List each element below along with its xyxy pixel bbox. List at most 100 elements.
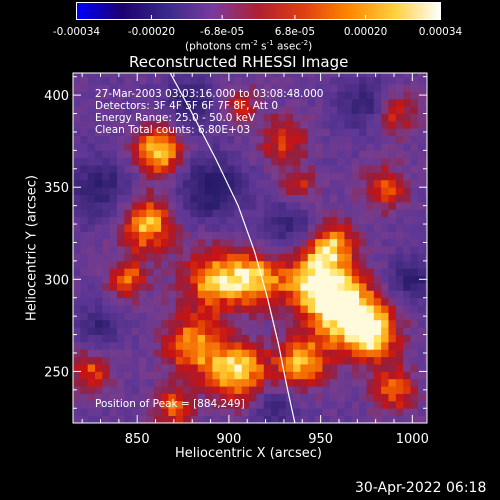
heatmap-cell bbox=[256, 194, 265, 203]
heatmap-cell bbox=[285, 327, 294, 335]
heatmap-cell bbox=[337, 73, 345, 78]
heatmap-cell bbox=[256, 157, 265, 166]
heatmap-cell bbox=[241, 194, 250, 203]
heatmap-cell bbox=[234, 187, 243, 195]
heatmap-cell bbox=[410, 400, 419, 409]
heatmap-cell bbox=[80, 386, 89, 394]
heatmap-cell bbox=[183, 305, 191, 313]
heatmap-cell bbox=[366, 246, 375, 254]
heatmap-cell bbox=[359, 179, 367, 188]
heatmap-cell bbox=[329, 400, 338, 409]
heatmap-cell bbox=[117, 150, 125, 159]
heatmap-cell bbox=[190, 349, 199, 358]
heatmap-cell bbox=[190, 76, 199, 85]
heatmap-cell bbox=[410, 172, 419, 181]
heatmap-cell bbox=[278, 260, 287, 269]
heatmap-cell bbox=[366, 157, 375, 166]
heatmap-cell bbox=[249, 194, 257, 203]
heatmap-cell bbox=[388, 349, 397, 358]
heatmap-cell bbox=[403, 73, 411, 78]
heatmap-cell bbox=[388, 120, 397, 129]
heatmap-cell bbox=[403, 356, 411, 365]
heatmap-cell bbox=[205, 400, 213, 409]
heatmap-cell bbox=[278, 143, 287, 151]
heatmap-cell bbox=[366, 415, 375, 423]
heatmap-cell bbox=[278, 179, 287, 188]
heatmap-cell bbox=[300, 165, 309, 173]
heatmap-cell bbox=[241, 165, 250, 173]
heatmap-cell bbox=[278, 378, 287, 387]
heatmap-cell bbox=[425, 253, 427, 262]
heatmap-cell bbox=[300, 91, 309, 100]
heatmap-cell bbox=[124, 319, 133, 328]
heatmap-cell bbox=[337, 91, 345, 100]
heatmap-cell bbox=[153, 415, 162, 423]
heatmap-cell bbox=[190, 253, 199, 262]
heatmap-cell bbox=[293, 165, 301, 173]
heatmap-cell bbox=[263, 172, 272, 181]
heatmap-cell bbox=[205, 73, 213, 78]
heatmap-cell bbox=[351, 305, 360, 313]
heatmap-cell bbox=[153, 341, 162, 350]
heatmap-cell bbox=[278, 98, 287, 107]
heatmap-cell bbox=[131, 73, 140, 78]
heatmap-cell bbox=[153, 305, 162, 313]
heatmap-cell bbox=[315, 224, 323, 232]
heatmap-cell bbox=[373, 73, 382, 78]
heatmap-cell bbox=[417, 194, 426, 203]
heatmap-cell bbox=[337, 386, 345, 394]
heatmap-cell bbox=[300, 364, 309, 372]
heatmap-cell bbox=[381, 327, 389, 335]
heatmap-cell bbox=[102, 268, 111, 277]
heatmap-cell bbox=[249, 238, 257, 247]
heatmap-cell bbox=[271, 106, 279, 114]
heatmap-cell bbox=[117, 73, 125, 78]
heatmap-cell bbox=[381, 393, 389, 402]
heatmap-cell bbox=[395, 319, 404, 328]
heatmap-cell bbox=[197, 356, 206, 365]
heatmap-cell bbox=[403, 91, 411, 100]
heatmap-cell bbox=[300, 231, 309, 240]
heatmap-cell bbox=[417, 216, 426, 225]
heatmap-cell bbox=[285, 165, 294, 173]
heatmap-cell bbox=[359, 187, 367, 195]
heatmap-cell bbox=[403, 187, 411, 195]
heatmap-cell bbox=[117, 268, 125, 277]
heatmap-cell bbox=[117, 312, 125, 321]
heatmap-cell bbox=[168, 113, 177, 122]
heatmap-cell bbox=[190, 128, 199, 137]
heatmap-cell bbox=[102, 386, 111, 394]
heatmap-cell bbox=[161, 135, 169, 144]
heatmap-cell bbox=[256, 187, 265, 195]
heatmap-cell bbox=[300, 334, 309, 343]
heatmap-cell bbox=[315, 194, 323, 203]
heatmap-cell bbox=[124, 400, 133, 409]
x-tick-label: 1000 bbox=[396, 432, 429, 447]
heatmap-cell bbox=[161, 327, 169, 335]
heatmap-cell bbox=[381, 135, 389, 144]
heatmap-cell bbox=[373, 283, 382, 291]
heatmap-cell bbox=[344, 150, 353, 159]
heatmap-cell bbox=[131, 253, 140, 262]
heatmap-cell bbox=[388, 246, 397, 254]
heatmap-cell bbox=[205, 290, 213, 299]
heatmap-cell bbox=[329, 209, 338, 218]
heatmap-cell bbox=[395, 194, 404, 203]
heatmap-cell bbox=[388, 305, 397, 313]
heatmap-cell bbox=[337, 349, 345, 358]
heatmap-cell bbox=[300, 246, 309, 254]
heatmap-cell bbox=[359, 334, 367, 343]
heatmap-cell bbox=[425, 224, 427, 232]
heatmap-cell bbox=[190, 341, 199, 350]
colorbar-tick-label: -0.00020 bbox=[127, 26, 176, 38]
heatmap-cell bbox=[359, 275, 367, 284]
heatmap-cell bbox=[366, 135, 375, 144]
heatmap-cell bbox=[271, 91, 279, 100]
heatmap-cell bbox=[403, 84, 411, 92]
heatmap-cell bbox=[315, 415, 323, 423]
heatmap-cell bbox=[117, 260, 125, 269]
heatmap-cell bbox=[73, 187, 81, 195]
heatmap-cell bbox=[139, 334, 147, 343]
heatmap-cell bbox=[175, 400, 184, 409]
heatmap-cell bbox=[256, 98, 265, 107]
